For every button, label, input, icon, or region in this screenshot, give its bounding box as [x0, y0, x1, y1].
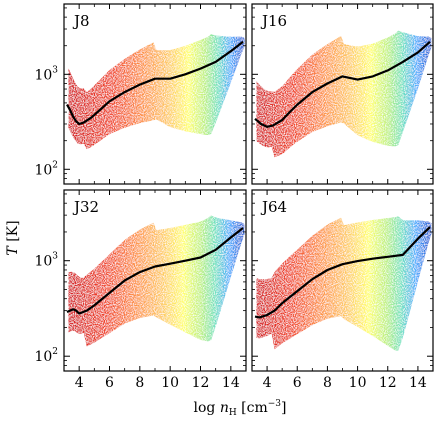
- x-tick-label: 10: [349, 375, 367, 391]
- x-tick-label: 8: [323, 375, 332, 391]
- y-tick-label: 102: [34, 347, 58, 365]
- panel-j64: 4 6 8 10 12 14 J64: [251, 189, 434, 391]
- scatter-density-cloud: [68, 34, 245, 150]
- mean-temperature-line: [254, 226, 431, 319]
- panel-j16: J16: [251, 3, 434, 185]
- mean-temperature-line: [254, 40, 431, 128]
- panel-title: J16: [260, 12, 287, 30]
- x-tick-label: 10: [161, 375, 179, 391]
- mean-temperature-line: [66, 40, 244, 126]
- panel-title: J32: [72, 198, 99, 216]
- panel-title: J8: [72, 12, 90, 30]
- panel-j32: 4 6 8 10 12 14 102 103 J32: [34, 189, 247, 391]
- scatter-density-cloud: [256, 216, 432, 351]
- x-tick-label: 14: [222, 375, 240, 391]
- mean-temperature-line: [66, 227, 244, 315]
- y-tick-label: 102: [34, 160, 58, 178]
- x-tick-label: 12: [379, 375, 397, 391]
- x-tick-label: 14: [409, 375, 427, 391]
- x-tick-label: 8: [135, 375, 144, 391]
- x-tick-label: 12: [192, 375, 210, 391]
- x-tick-label: 6: [293, 375, 302, 391]
- y-axis-title: T [K]: [5, 220, 21, 255]
- panel-j8: 102 103 J8: [34, 3, 247, 185]
- y-tick-label: 103: [34, 252, 58, 270]
- panel-title: J64: [260, 198, 287, 216]
- x-tick-label: 6: [105, 375, 114, 391]
- x-tick-label: 4: [75, 375, 84, 391]
- scatter-density-cloud: [68, 215, 245, 347]
- y-tick-label: 103: [34, 65, 58, 83]
- x-axis-title: log nH [cm−3]: [194, 399, 287, 418]
- x-tick-label: 4: [263, 375, 272, 391]
- scatter-density-cloud: [256, 30, 432, 158]
